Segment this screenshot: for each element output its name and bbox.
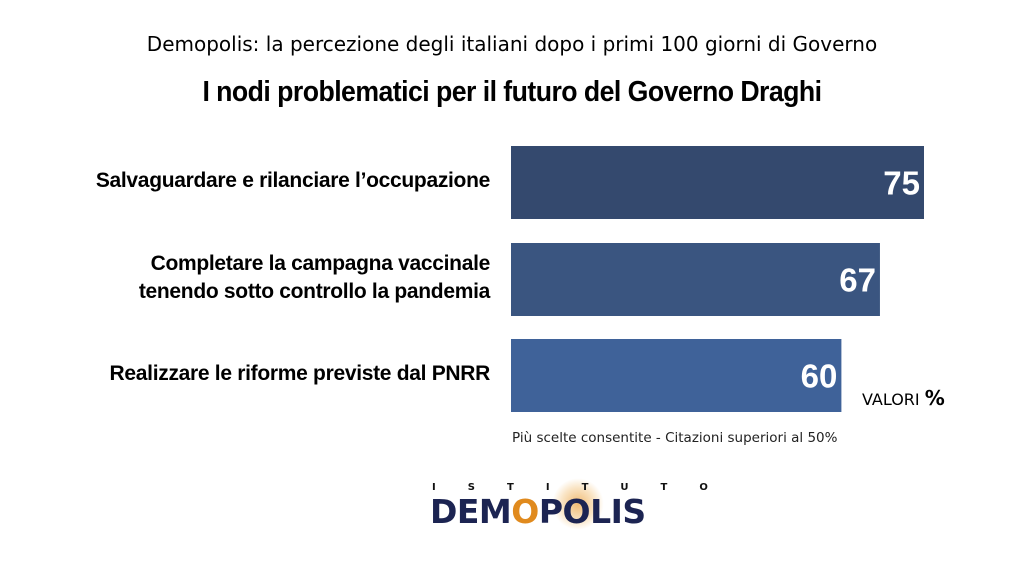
- category-label-line: Realizzare le riforme previste dal PNRR: [109, 361, 491, 385]
- logo-letter: I: [432, 482, 436, 493]
- bar: [511, 243, 880, 316]
- logo-word-part: DEM: [430, 492, 512, 531]
- units-label: VALORI %: [862, 386, 945, 410]
- logo-word-o: O: [511, 492, 539, 531]
- category-label: Salvaguardare e rilanciare l’occupazione: [96, 167, 490, 195]
- bar: [511, 339, 842, 412]
- units-text: VALORI: [862, 390, 920, 409]
- data-label: 75: [883, 165, 920, 202]
- subtitle: Demopolis: la percezione degli italiani …: [146, 32, 878, 56]
- data-label: 67: [839, 262, 876, 299]
- footnote: Più scelte consentite - Citazioni superi…: [512, 430, 838, 446]
- logo-letter: T: [506, 482, 514, 493]
- category-label: Completare la campagna vaccinale tenendo …: [139, 250, 490, 306]
- chart-title: I nodi problematici per il futuro del Go…: [202, 76, 822, 108]
- logo-letter: T: [660, 482, 668, 493]
- logo-letter: O: [699, 482, 708, 493]
- logo-sun-icon: [552, 478, 604, 530]
- logo-wordmark: DEMOPOLIS: [430, 492, 646, 531]
- category-label-line: Salvaguardare e rilanciare l’occupazione: [95, 168, 490, 192]
- logo-word-part: POLIS: [538, 492, 646, 531]
- category-label-line: Completare la campagna vaccinale: [150, 251, 491, 275]
- category-label: Realizzare le riforme previste dal PNRR: [109, 360, 491, 388]
- category-label-line: tenendo sotto controllo la pandemia: [138, 279, 490, 303]
- logo-letter: S: [467, 482, 475, 493]
- units-percent-symbol: %: [924, 386, 945, 410]
- logo-letter: T: [581, 482, 589, 493]
- logo-letter: U: [620, 482, 629, 493]
- data-label: 60: [801, 358, 838, 395]
- bar: [511, 146, 924, 219]
- logo-letter: I: [545, 482, 550, 493]
